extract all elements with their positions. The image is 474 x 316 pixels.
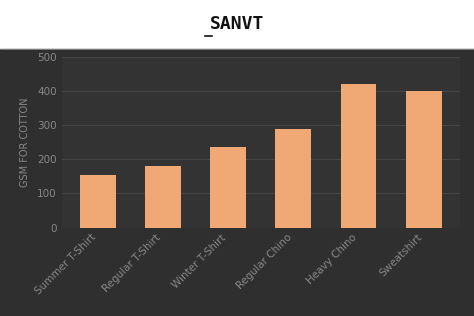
Bar xyxy=(406,91,442,228)
Y-axis label: GSM FOR COTTON: GSM FOR COTTON xyxy=(20,98,30,187)
Text: SANVT: SANVT xyxy=(210,15,264,33)
Bar xyxy=(80,175,116,228)
Bar xyxy=(145,166,181,228)
Bar xyxy=(275,129,311,228)
Bar xyxy=(341,84,376,228)
Bar xyxy=(210,147,246,228)
